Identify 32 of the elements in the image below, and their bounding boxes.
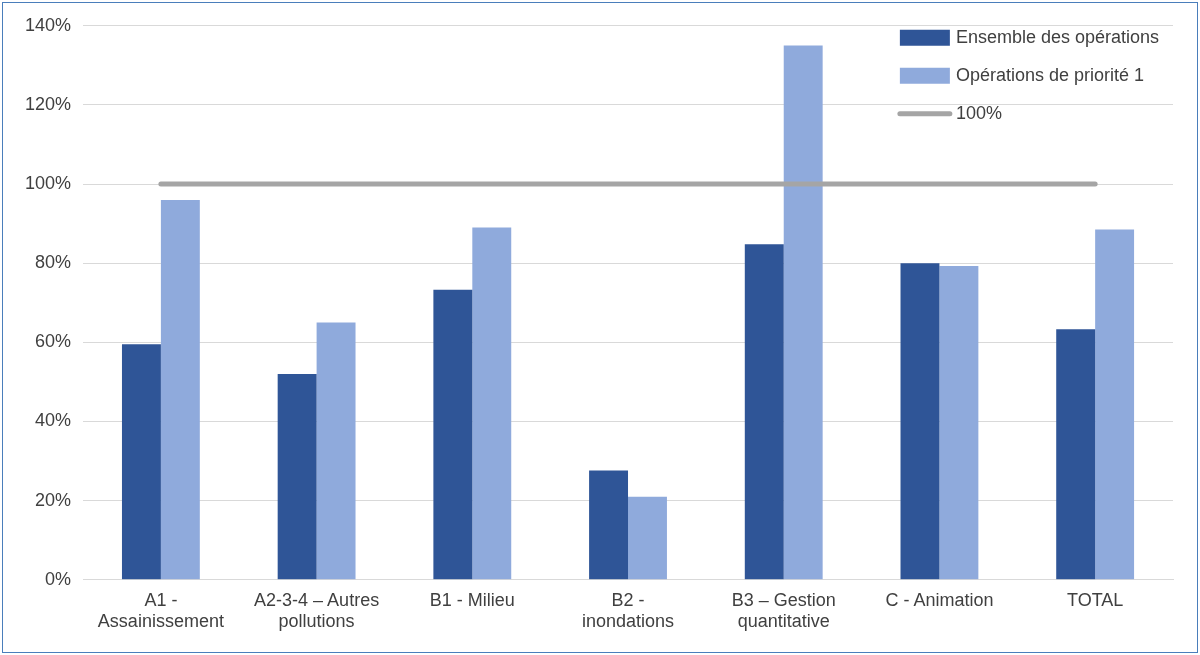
- y-tick-label: 140%: [24, 14, 72, 35]
- x-tick-label: B3 – Gestion quantitative: [731, 589, 836, 632]
- x-tick-label: A1 - Assainissement: [97, 589, 224, 632]
- bar: [472, 227, 512, 580]
- y-tick-label: 100%: [24, 173, 72, 194]
- bar: [900, 263, 940, 580]
- bar: [939, 266, 979, 580]
- bar: [316, 322, 356, 580]
- bar: [121, 344, 161, 580]
- bar: [433, 289, 473, 580]
- legend-label: Ensemble des opérations: [955, 26, 1159, 47]
- bar: [783, 45, 823, 580]
- x-tick-label: B1 - Milieu: [429, 589, 515, 610]
- bar: [744, 244, 784, 580]
- y-tick-label: 0%: [45, 568, 72, 589]
- bar: [589, 470, 629, 580]
- y-tick-label: 60%: [35, 331, 72, 352]
- x-tick-label: TOTAL: [1066, 589, 1124, 610]
- bar: [1095, 229, 1135, 580]
- x-tick-label: B2 - inondations: [581, 589, 675, 632]
- bar: [628, 496, 667, 580]
- bar: [277, 374, 317, 580]
- legend-label: Opérations de priorité 1: [955, 64, 1144, 85]
- x-tick-label: C - Animation: [885, 589, 994, 610]
- bar: [1056, 329, 1096, 580]
- bar: [160, 199, 200, 580]
- y-tick-label: 40%: [35, 410, 72, 431]
- y-tick-label: 120%: [24, 93, 72, 114]
- y-tick-label: 80%: [35, 252, 72, 273]
- y-tick-label: 20%: [35, 489, 72, 510]
- x-tick-label: A2-3-4 – Autres pollutions: [254, 589, 380, 632]
- legend-label: 100%: [955, 102, 1002, 123]
